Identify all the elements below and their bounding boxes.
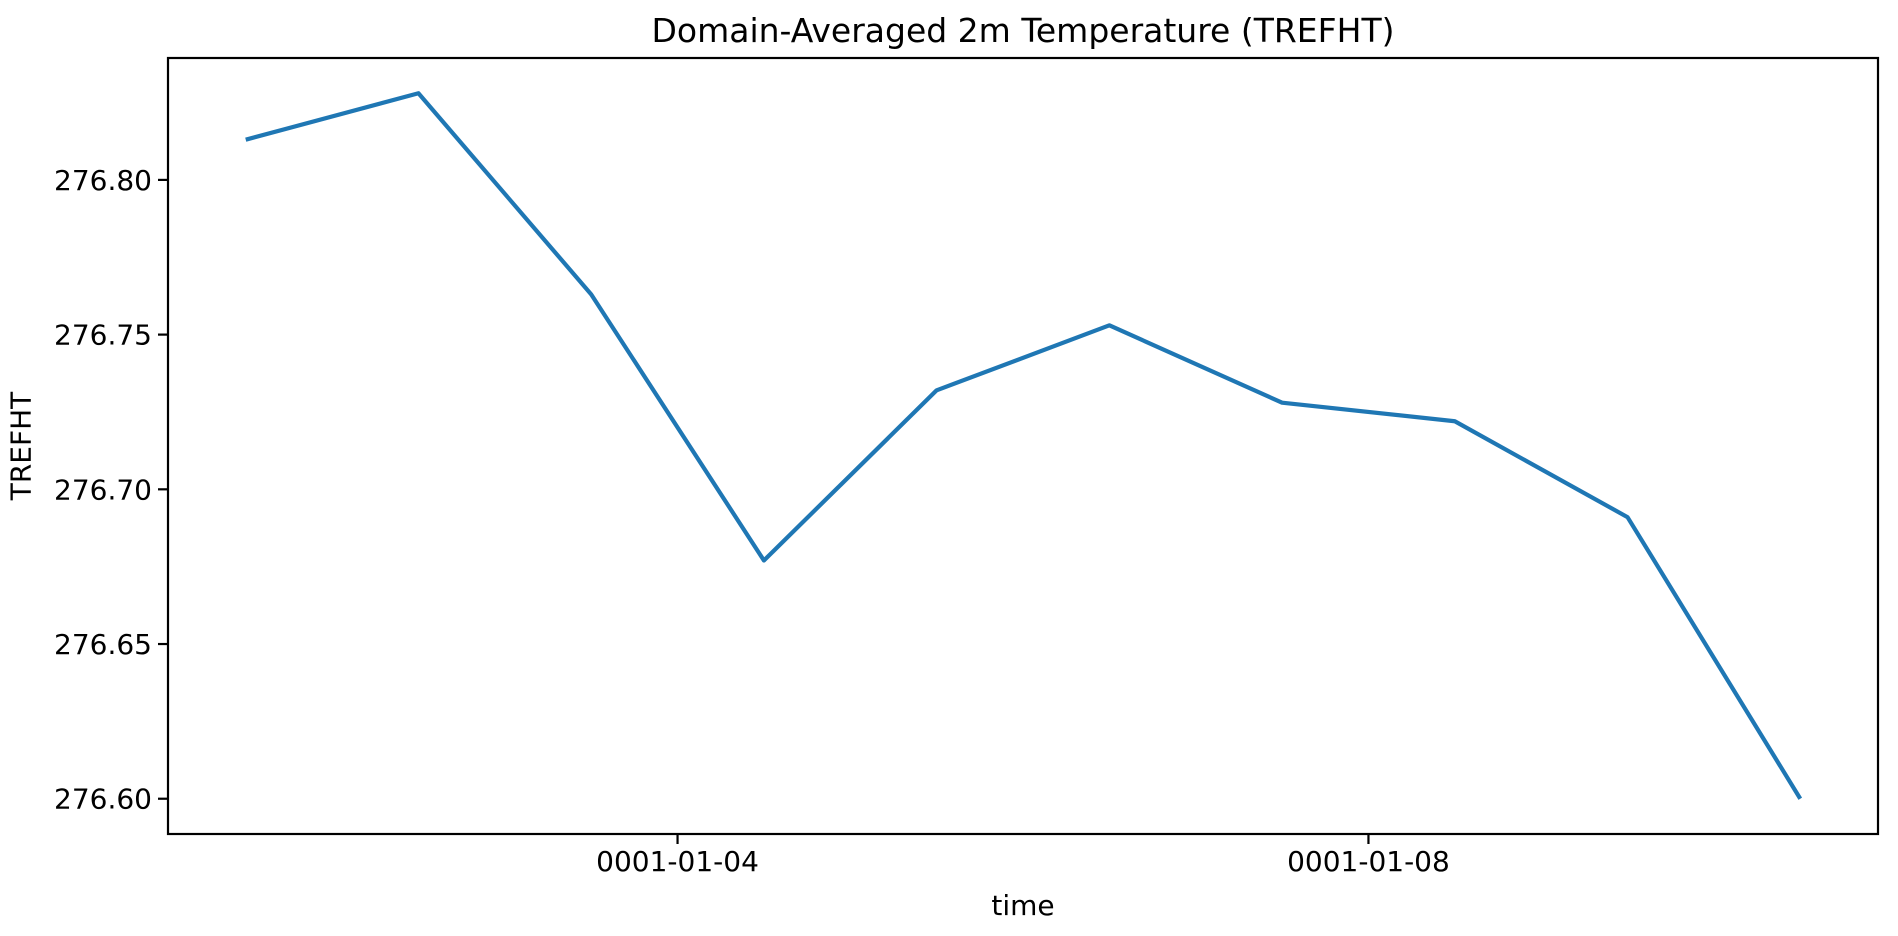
temperature-line (245, 91, 1803, 800)
y-tick-label: 276.70 (54, 473, 152, 506)
y-tick-label: 276.65 (54, 628, 152, 661)
y-tick-label: 276.80 (54, 164, 152, 197)
x-tick-label: 0001-01-08 (1287, 845, 1450, 878)
y-axis-label: TREFHT (4, 391, 38, 501)
chart-title: Domain-Averaged 2m Temperature (TREFHT) (651, 11, 1395, 50)
axes-spines (166, 56, 1880, 836)
y-tick-label: 276.75 (54, 319, 152, 352)
y-tick-label: 276.60 (54, 783, 152, 816)
x-tick-label: 0001-01-04 (596, 845, 759, 878)
x-axis-label: time (991, 889, 1055, 922)
